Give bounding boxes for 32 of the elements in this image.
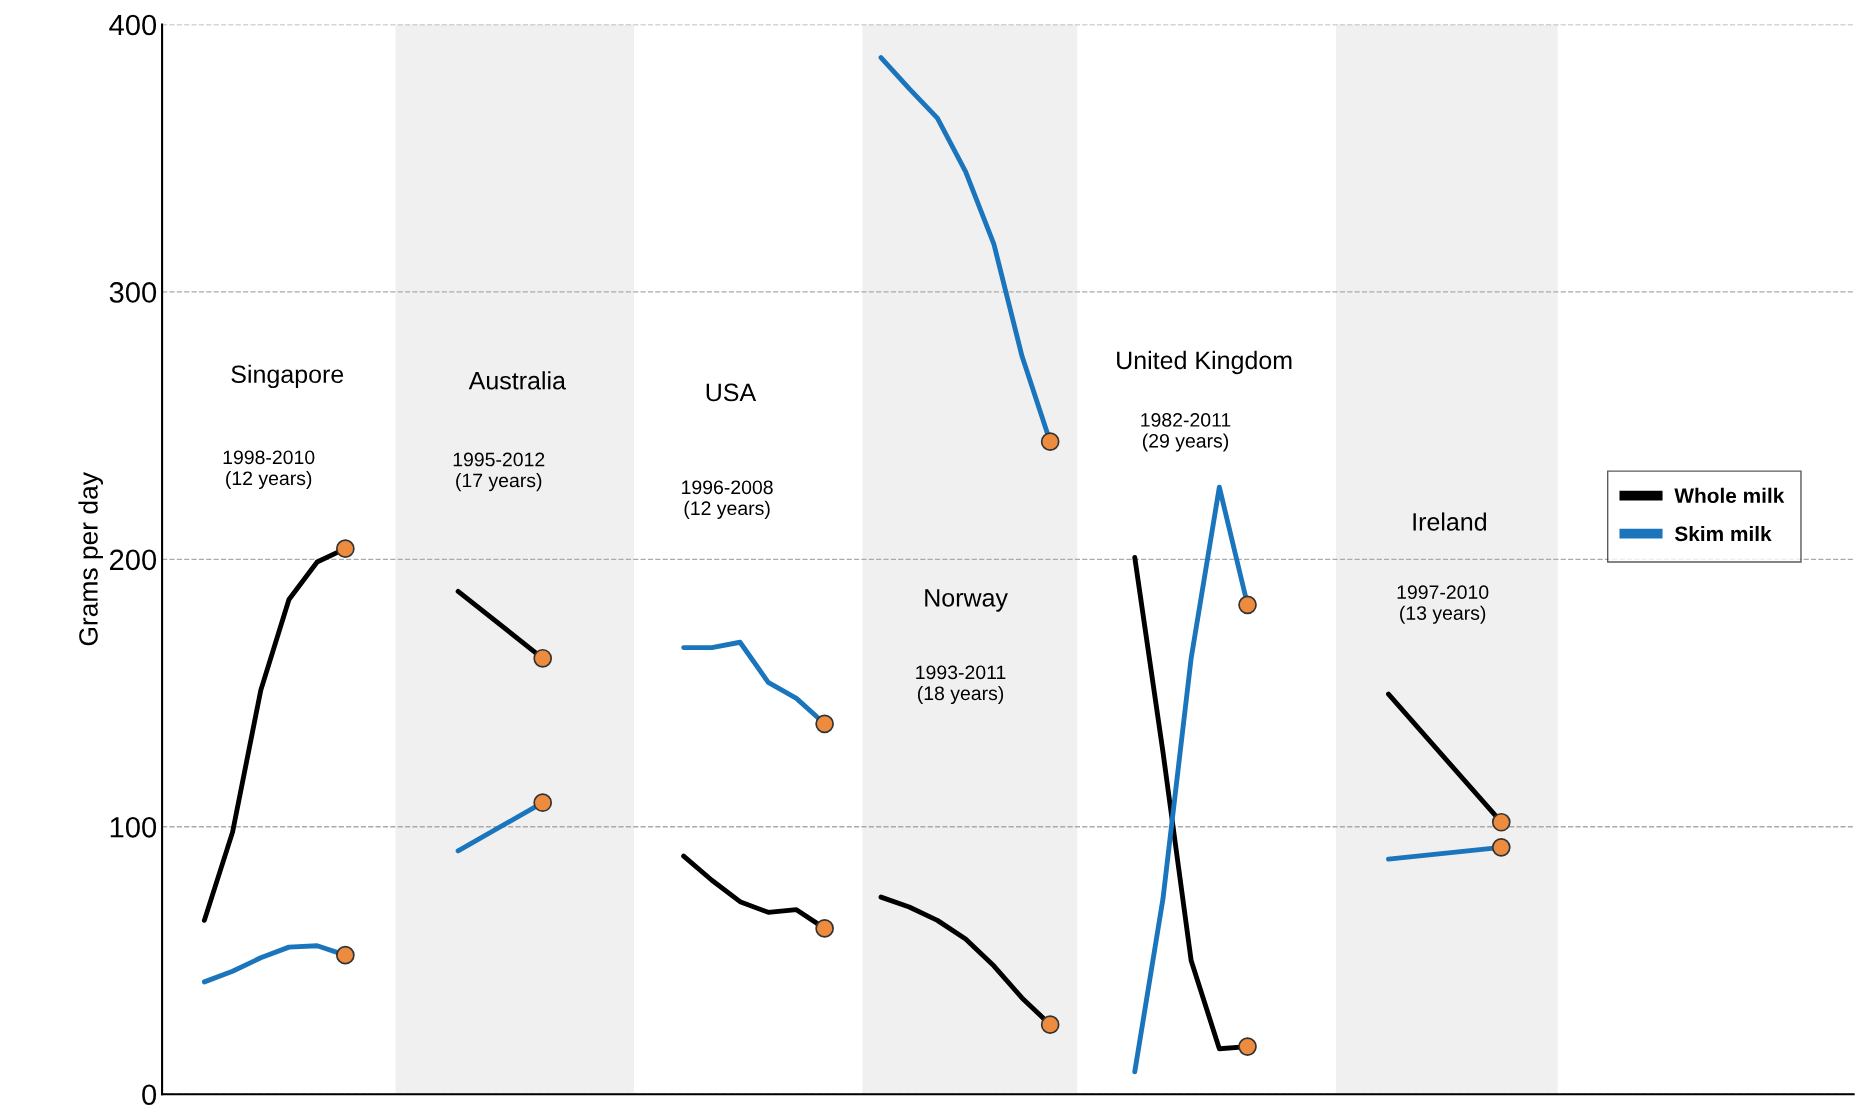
point	[1491, 812, 1511, 832]
legend-label: Skim milk	[1674, 525, 1772, 542]
legend-label: Whole milk	[1674, 487, 1785, 504]
point	[1040, 1015, 1060, 1035]
annotation: USA	[706, 383, 757, 402]
point	[1238, 595, 1257, 615]
point	[533, 793, 553, 813]
y-tick-label: 0	[142, 1084, 157, 1106]
annotation: 1997-2010 (13 years)	[1397, 585, 1489, 624]
point	[1040, 432, 1060, 452]
point	[533, 648, 553, 668]
point	[335, 945, 355, 965]
annotation: Singapore	[231, 364, 344, 389]
point	[1491, 838, 1511, 857]
annotation: Norway	[925, 589, 1008, 612]
point	[1238, 1037, 1257, 1056]
y-axis-title: Grams per day	[78, 472, 104, 646]
annotation: 1993-2011 (18 years)	[916, 665, 1006, 705]
y-tick-label: 400	[109, 14, 157, 36]
annotation: Ireland	[1413, 512, 1486, 531]
point	[815, 919, 834, 938]
annotation: United Kingdom	[1117, 350, 1292, 375]
annotation: 1995-2012 (17 years)	[453, 452, 545, 492]
y-tick-label: 300	[109, 282, 157, 303]
annotation: 1996-2008 (12 years)	[682, 480, 773, 519]
point	[335, 539, 355, 558]
point	[815, 714, 834, 734]
annotation: Australia	[468, 371, 566, 390]
y-tick-label: 200	[110, 549, 157, 571]
annotation: 1982-2011 (29 years)	[1141, 413, 1231, 452]
annotation: 1998-2010 (12 years)	[223, 450, 315, 490]
y-tick-label: 100	[110, 816, 157, 838]
